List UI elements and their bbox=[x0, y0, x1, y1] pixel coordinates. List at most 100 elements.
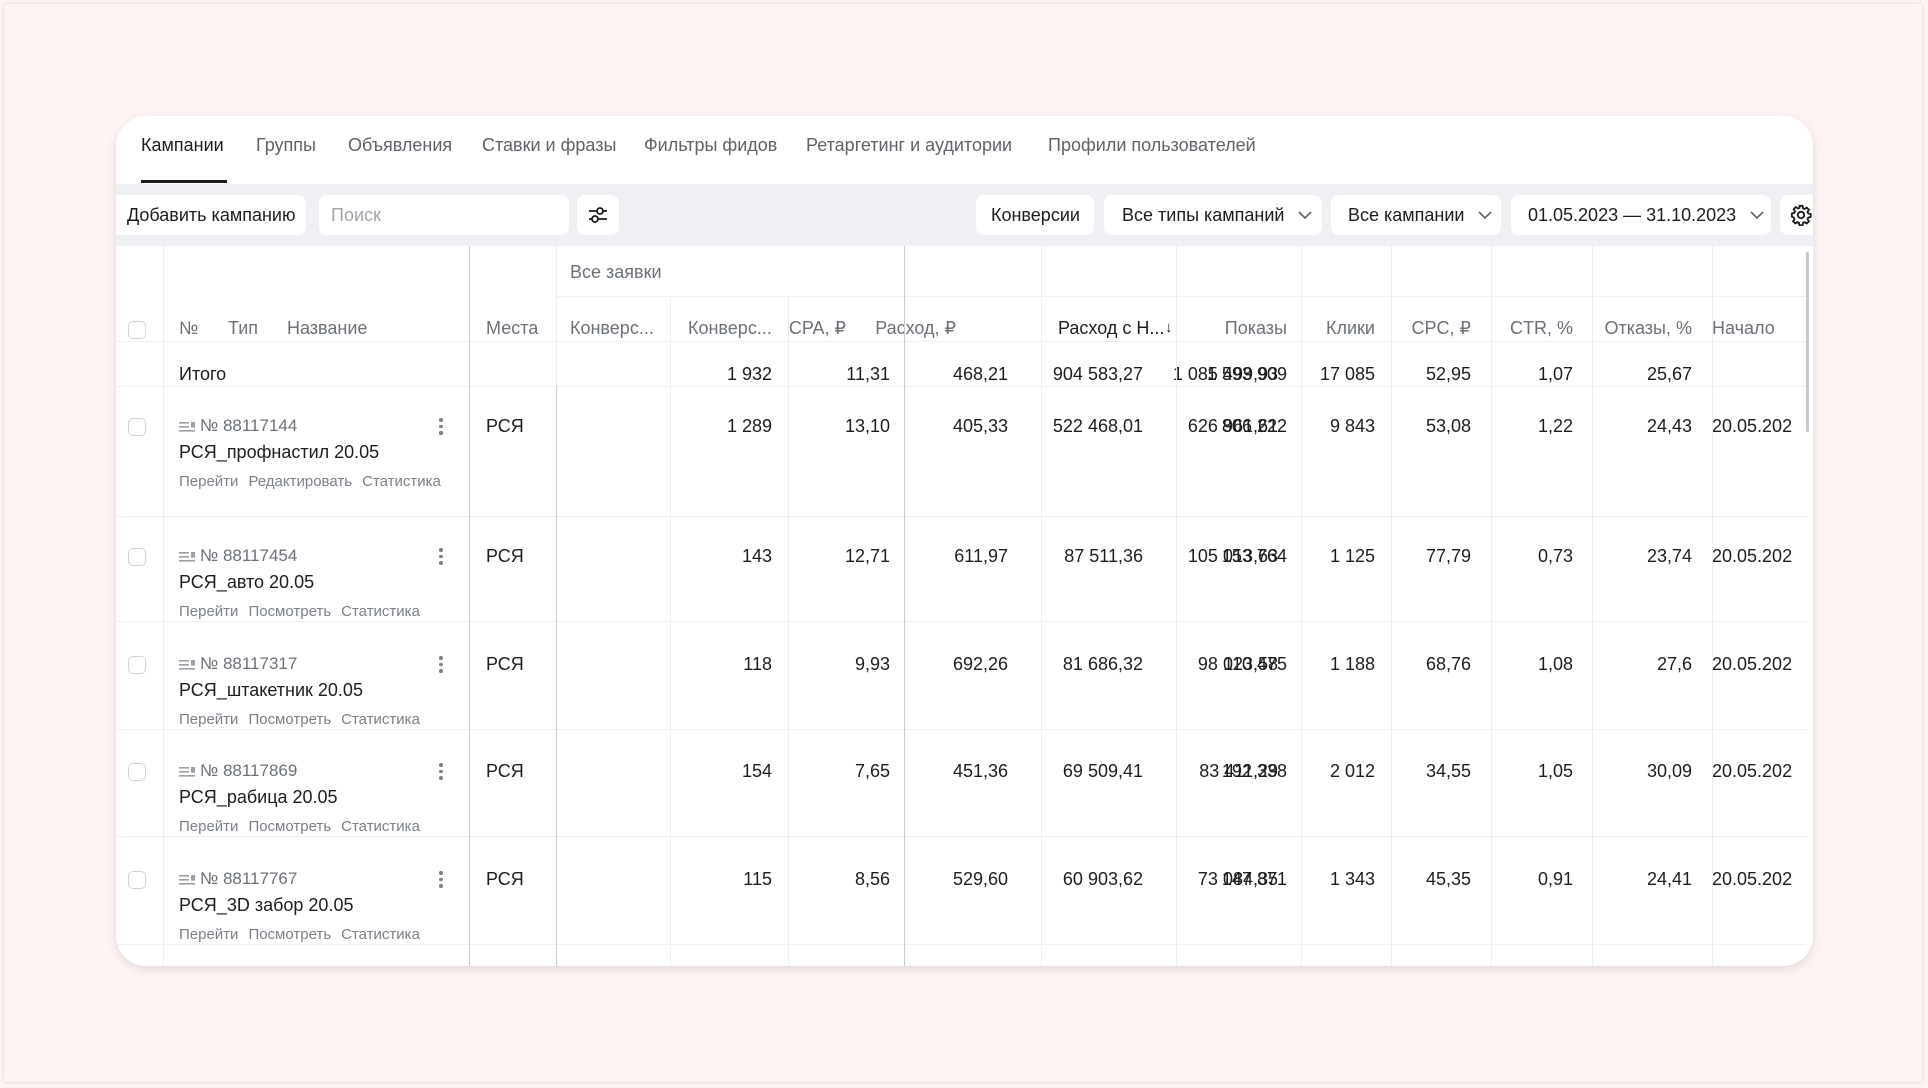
add-campaign-button[interactable]: Добавить кампанию bbox=[116, 195, 306, 235]
header-num[interactable]: № bbox=[179, 318, 199, 338]
row-conv1: 1 289 bbox=[726, 416, 772, 436]
header-cpa[interactable]: CPA, ₽ bbox=[788, 318, 846, 338]
row-checkbox[interactable] bbox=[128, 871, 146, 889]
row-ctr: 0,73 bbox=[1537, 546, 1573, 566]
sort-desc-icon[interactable]: ↓ bbox=[1165, 319, 1173, 336]
campaign-name[interactable]: РСЯ_профнастил 20.05 bbox=[179, 442, 380, 462]
row-cpc: 45,35 bbox=[1425, 869, 1471, 889]
campaign-action-link[interactable]: Перейти bbox=[179, 926, 239, 943]
tab-feed-filters[interactable]: Фильтры фидов bbox=[644, 135, 778, 155]
row-impr: 806 222 bbox=[1221, 416, 1287, 436]
gear-icon bbox=[1790, 204, 1812, 226]
campaign-action-link[interactable]: Перейти bbox=[179, 603, 239, 620]
row-impr: 147 871 bbox=[1221, 869, 1287, 889]
row-more-menu-icon[interactable] bbox=[439, 418, 443, 438]
row-conv1: 115 bbox=[743, 869, 772, 889]
header-start[interactable]: Начало bbox=[1712, 318, 1775, 338]
date-range-picker[interactable]: 01.05.2023 — 31.10.2023 bbox=[1511, 195, 1771, 235]
campaign-action-link[interactable]: Статистика bbox=[362, 473, 441, 490]
header-cpc[interactable]: CPC, ₽ bbox=[1411, 318, 1471, 338]
row-ctr: 1,22 bbox=[1537, 416, 1573, 436]
row-checkbox[interactable] bbox=[128, 656, 146, 674]
campaign-number[interactable]: № 88117869 bbox=[200, 761, 298, 780]
header-type[interactable]: Тип bbox=[228, 318, 259, 338]
select-all-checkbox[interactable] bbox=[128, 321, 146, 339]
campaign-action-link[interactable]: Перейти bbox=[179, 818, 239, 835]
tab-ads[interactable]: Объявления bbox=[348, 135, 453, 155]
campaign-action-link[interactable]: Посмотреть bbox=[248, 818, 332, 835]
campaign-action-link[interactable]: Редактировать bbox=[248, 473, 353, 490]
campaign-number[interactable]: № 88117767 bbox=[200, 869, 298, 888]
row-divider bbox=[116, 386, 1806, 387]
campaign-number[interactable]: № 88117317 bbox=[200, 654, 298, 673]
header-impressions[interactable]: Показы bbox=[1224, 318, 1287, 338]
row-more-menu-icon[interactable] bbox=[439, 656, 443, 676]
campaign-action-link[interactable]: Перейти bbox=[179, 711, 239, 728]
header-conversions-1[interactable]: Конверс... bbox=[570, 318, 654, 338]
total-impr: 1 593 909 bbox=[1206, 364, 1287, 384]
header-spend[interactable]: Расход, ₽ bbox=[875, 318, 956, 338]
row-more-menu-icon[interactable] bbox=[439, 763, 443, 783]
row-ctr: 0,91 bbox=[1537, 869, 1573, 889]
tab-campaigns[interactable]: Кампании bbox=[141, 135, 224, 155]
row-more-menu-icon[interactable] bbox=[439, 548, 443, 568]
header-places[interactable]: Места bbox=[486, 318, 539, 338]
sliders-icon bbox=[589, 207, 607, 223]
row-spend: 87 511,36 bbox=[1064, 546, 1143, 566]
chevron-down-icon bbox=[1298, 211, 1313, 220]
campaign-name[interactable]: РСЯ_штакетник 20.05 bbox=[179, 680, 363, 700]
campaign-number[interactable]: № 88117144 bbox=[200, 416, 298, 435]
row-checkbox[interactable] bbox=[128, 548, 146, 566]
header-bounce[interactable]: Отказы, % bbox=[1604, 318, 1692, 338]
header-conversions-2[interactable]: Конверс... bbox=[688, 318, 772, 338]
tab-groups[interactable]: Группы bbox=[256, 135, 316, 155]
campaigns-select[interactable]: Все кампании bbox=[1331, 195, 1501, 235]
column-divider bbox=[1712, 246, 1713, 966]
row-cpc: 53,08 bbox=[1425, 416, 1471, 436]
settings-button[interactable] bbox=[1780, 195, 1813, 235]
campaign-action-link[interactable]: Посмотреть bbox=[248, 603, 332, 620]
row-cpa: 451,36 bbox=[952, 761, 1008, 781]
row-cpa: 611,97 bbox=[954, 546, 1008, 566]
row-more-menu-icon[interactable] bbox=[439, 871, 443, 891]
search-input[interactable]: Поиск bbox=[319, 195, 569, 235]
row-divider bbox=[116, 621, 1806, 622]
campaign-list-icon bbox=[179, 872, 195, 886]
tab-bids-phrases[interactable]: Ставки и фразы bbox=[482, 135, 617, 155]
row-spend_vat: 626 961,61 bbox=[1187, 416, 1278, 436]
filter-settings-button[interactable] bbox=[577, 195, 619, 235]
tab-retargeting[interactable]: Ретаргетинг и аудитории bbox=[806, 135, 1013, 155]
campaign-action-link[interactable]: Статистика bbox=[341, 926, 420, 943]
header-name[interactable]: Название bbox=[287, 318, 368, 338]
campaign-action-link[interactable]: Статистика bbox=[341, 818, 420, 835]
campaign-actions: Перейти Посмотреть Статистика bbox=[179, 600, 430, 621]
tab-user-profiles[interactable]: Профили пользователей bbox=[1048, 135, 1256, 155]
campaign-name[interactable]: РСЯ_авто 20.05 bbox=[179, 572, 315, 592]
header-spend-vat[interactable]: Расход с Н... bbox=[1058, 318, 1165, 338]
campaign-action-link[interactable]: Статистика bbox=[341, 711, 420, 728]
conversions-button[interactable]: Конверсии bbox=[976, 195, 1094, 235]
row-conv1: 118 bbox=[743, 654, 772, 674]
group-header-all-requests: Все заявки bbox=[570, 262, 662, 282]
campaign-number[interactable]: № 88117454 bbox=[200, 546, 298, 565]
campaign-name[interactable]: РСЯ_рабица 20.05 bbox=[179, 787, 338, 807]
campaign-action-link[interactable]: Перейти bbox=[179, 473, 239, 490]
campaign-name[interactable]: РСЯ_3D забор 20.05 bbox=[179, 895, 354, 915]
campaign-types-select[interactable]: Все типы кампаний bbox=[1104, 195, 1322, 235]
campaign-action-link[interactable]: Статистика bbox=[341, 603, 420, 620]
row-checkbox[interactable] bbox=[128, 418, 146, 436]
row-checkbox[interactable] bbox=[128, 763, 146, 781]
row-divider bbox=[116, 836, 1806, 837]
row-clicks: 9 843 bbox=[1329, 416, 1375, 436]
campaign-actions: Перейти Посмотреть Статистика bbox=[179, 923, 430, 944]
vertical-scrollbar[interactable] bbox=[1806, 252, 1809, 432]
row-divider bbox=[116, 944, 1806, 945]
campaign-action-link[interactable]: Посмотреть bbox=[248, 926, 332, 943]
header-clicks[interactable]: Клики bbox=[1326, 318, 1375, 338]
column-divider bbox=[1176, 246, 1177, 966]
row-spend_vat: 98 023,58 bbox=[1197, 654, 1278, 674]
row-bounce: 24,41 bbox=[1646, 869, 1692, 889]
header-ctr[interactable]: CTR, % bbox=[1510, 318, 1573, 338]
campaign-action-link[interactable]: Посмотреть bbox=[248, 711, 332, 728]
campaigns-panel: Кампании Группы Объявления Ставки и фраз… bbox=[116, 116, 1813, 966]
